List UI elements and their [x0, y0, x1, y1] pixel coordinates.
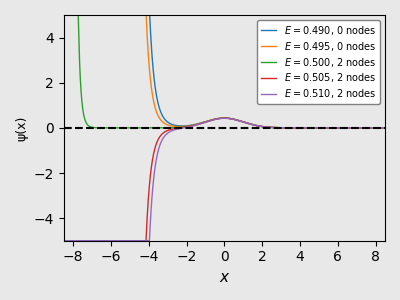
$E = 0.505$, 2 nodes — [61, 239, 66, 242]
$E = 0.495$, 0 nodes — [184, 124, 189, 128]
$E = 0.510$, 2 nodes — [342, 126, 346, 130]
$E = 0.510$, 2 nodes — [98, 239, 103, 242]
Line: $E = 0.500$, 2 nodes: $E = 0.500$, 2 nodes — [64, 15, 385, 128]
$E = 0.495$, 0 nodes — [342, 126, 346, 130]
$E = 0.495$, 0 nodes — [376, 126, 381, 130]
$E = 0.505$, 2 nodes — [222, 116, 227, 120]
$E = 0.505$, 2 nodes — [376, 126, 381, 130]
Line: $E = 0.510$, 2 nodes: $E = 0.510$, 2 nodes — [64, 118, 385, 241]
Y-axis label: ψ(x): ψ(x) — [15, 115, 28, 140]
$E = 0.490$, 0 nodes — [184, 124, 189, 128]
$E = 0.500$, 2 nodes — [382, 126, 387, 130]
$E = 0.505$, 2 nodes — [342, 126, 346, 130]
$E = 0.500$, 2 nodes — [184, 125, 189, 128]
$E = 0.500$, 2 nodes — [117, 126, 122, 130]
$E = 0.510$, 2 nodes — [184, 125, 189, 129]
$E = 0.490$, 0 nodes — [382, 126, 387, 130]
$E = 0.490$, 0 nodes — [342, 126, 346, 130]
Line: $E = 0.490$, 0 nodes: $E = 0.490$, 0 nodes — [64, 15, 385, 128]
$E = 0.490$, 0 nodes — [376, 126, 381, 130]
$E = 0.510$, 2 nodes — [382, 126, 387, 130]
$E = 0.505$, 2 nodes — [117, 239, 122, 242]
$E = 0.505$, 2 nodes — [198, 122, 203, 125]
$E = 0.495$, 0 nodes — [117, 13, 122, 17]
$E = 0.490$, 0 nodes — [61, 13, 66, 17]
$E = 0.510$, 2 nodes — [198, 122, 203, 125]
$E = 0.495$, 0 nodes — [382, 126, 387, 130]
$E = 0.495$, 0 nodes — [98, 13, 103, 17]
$E = 0.510$, 2 nodes — [222, 116, 227, 120]
$E = 0.495$, 0 nodes — [198, 122, 203, 125]
$E = 0.505$, 2 nodes — [98, 239, 103, 242]
$E = 0.505$, 2 nodes — [184, 125, 189, 129]
$E = 0.500$, 2 nodes — [342, 126, 346, 130]
$E = 0.510$, 2 nodes — [117, 239, 122, 242]
$E = 0.500$, 2 nodes — [98, 126, 103, 130]
$E = 0.510$, 2 nodes — [376, 126, 381, 130]
$E = 0.490$, 0 nodes — [117, 13, 122, 17]
X-axis label: $x$: $x$ — [218, 270, 230, 285]
$E = 0.505$, 2 nodes — [382, 126, 387, 130]
Line: $E = 0.495$, 0 nodes: $E = 0.495$, 0 nodes — [64, 15, 385, 128]
$E = 0.510$, 2 nodes — [61, 239, 66, 242]
Legend: $E = 0.490$, 0 nodes, $E = 0.495$, 0 nodes, $E = 0.500$, 2 nodes, $E = 0.505$, 2: $E = 0.490$, 0 nodes, $E = 0.495$, 0 nod… — [258, 20, 380, 104]
$E = 0.490$, 0 nodes — [198, 121, 203, 125]
$E = 0.500$, 2 nodes — [198, 122, 203, 125]
$E = 0.495$, 0 nodes — [61, 13, 66, 17]
$E = 0.490$, 0 nodes — [98, 13, 103, 17]
$E = 0.500$, 2 nodes — [376, 126, 381, 130]
$E = 0.500$, 2 nodes — [61, 13, 66, 17]
Line: $E = 0.505$, 2 nodes: $E = 0.505$, 2 nodes — [64, 118, 385, 241]
